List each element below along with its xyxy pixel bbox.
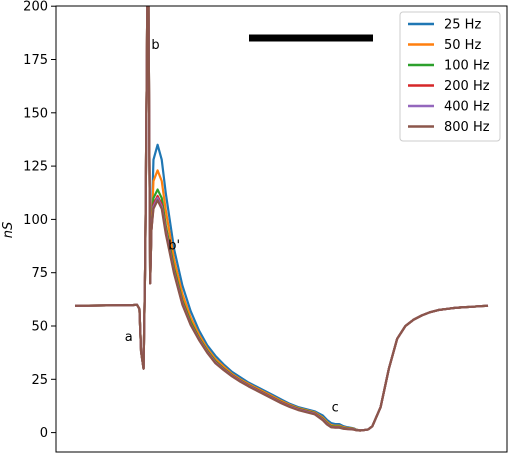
y-tick-label: 0 <box>40 426 48 441</box>
y-tick-label: 150 <box>23 106 48 121</box>
annotation-2: b' <box>168 238 180 253</box>
plot-border <box>55 5 508 453</box>
y-tick-label: 75 <box>31 266 48 281</box>
annotation-3: c <box>332 401 339 416</box>
y-tick-label: 100 <box>23 213 48 228</box>
y-axis-label: nS <box>1 222 16 239</box>
legend-label: 100 Hz <box>444 59 490 74</box>
series-line-5 <box>74 6 489 432</box>
plot-frame <box>55 5 508 453</box>
y-tick-label: 125 <box>23 160 48 175</box>
y-tick-label: 175 <box>23 53 48 68</box>
legend-label: 800 Hz <box>444 120 490 135</box>
y-tick-label: 50 <box>31 320 48 335</box>
legend-label: 400 Hz <box>444 100 490 115</box>
annotations: a b b' c <box>125 38 339 415</box>
annotation-1: b <box>151 38 159 53</box>
legend: 25 Hz 50 Hz 100 Hz 200 Hz 400 Hz 800 Hz <box>399 11 501 142</box>
y-tick-label: 25 <box>31 373 48 388</box>
legend-label: 50 Hz <box>444 38 481 53</box>
y-axis: 0 25 50 75 100 125 150 175 200 <box>23 0 56 441</box>
series-layer <box>74 6 489 432</box>
legend-label: 200 Hz <box>444 79 490 94</box>
annotation-0: a <box>125 330 133 345</box>
y-tick-label: 200 <box>23 0 48 15</box>
legend-label: 25 Hz <box>444 18 481 33</box>
